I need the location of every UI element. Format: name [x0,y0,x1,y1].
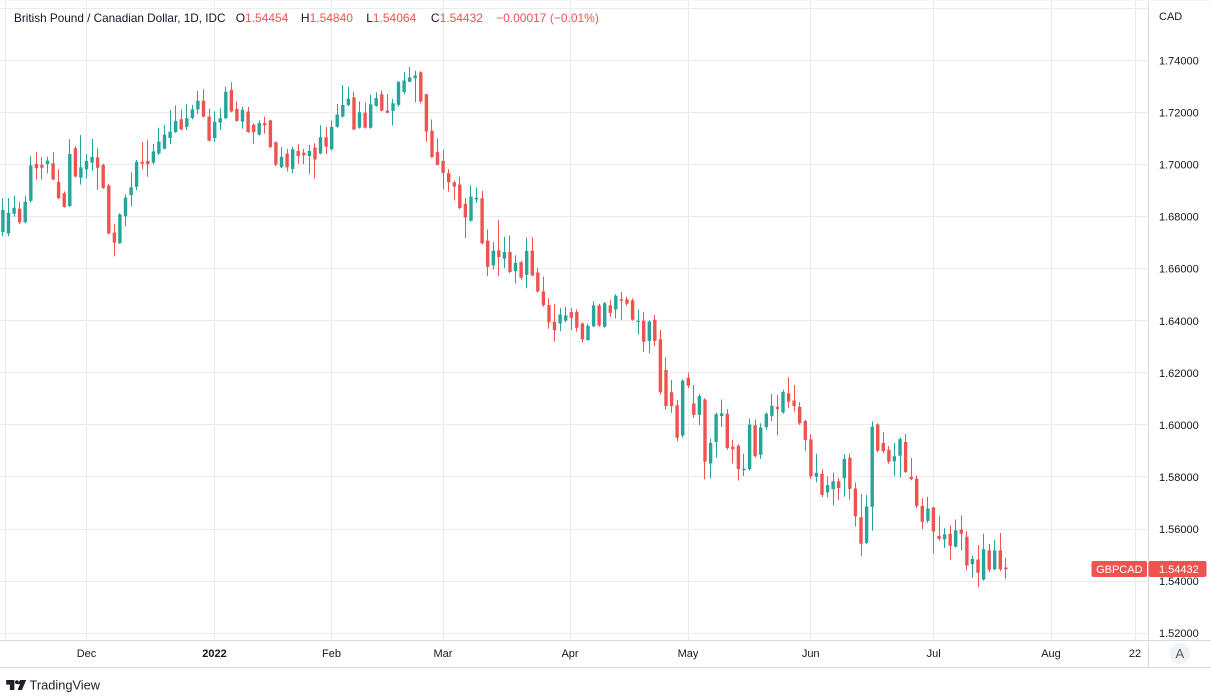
svg-text:O1.54454: O1.54454 [236,11,289,25]
svg-text:1.62000: 1.62000 [1159,368,1199,380]
svg-text:L1.54064: L1.54064 [366,11,416,25]
svg-text:2022: 2022 [202,648,226,660]
svg-text:1.66000: 1.66000 [1159,264,1199,276]
svg-text:A: A [1175,646,1184,661]
svg-text:22: 22 [1129,648,1141,660]
svg-text:CAD: CAD [1159,11,1182,23]
svg-text:Apr: Apr [561,648,578,660]
svg-text:−0.00017 (−0.01%): −0.00017 (−0.01%) [496,11,599,25]
svg-text:Jul: Jul [927,648,941,660]
svg-text:1.54000: 1.54000 [1159,576,1199,588]
svg-text:1.54432: 1.54432 [1159,564,1199,576]
svg-text:1.74000: 1.74000 [1159,56,1199,68]
svg-text:British Pound / Canadian Dolla: British Pound / Canadian Dollar, 1D, IDC [14,11,226,25]
svg-text:TradingView: TradingView [30,678,101,693]
svg-text:1.72000: 1.72000 [1159,108,1199,120]
svg-text:C1.54432: C1.54432 [431,11,483,25]
svg-text:Feb: Feb [322,648,341,660]
svg-text:1.56000: 1.56000 [1159,524,1199,536]
svg-text:1.58000: 1.58000 [1159,472,1199,484]
svg-text:1.70000: 1.70000 [1159,160,1199,172]
svg-text:Mar: Mar [434,648,453,660]
svg-text:Aug: Aug [1041,648,1061,660]
svg-text:H1.54840: H1.54840 [301,11,353,25]
svg-text:1.64000: 1.64000 [1159,316,1199,328]
svg-text:GBPCAD: GBPCAD [1096,564,1143,576]
svg-text:May: May [678,648,699,660]
svg-text:Dec: Dec [77,648,97,660]
svg-text:1.68000: 1.68000 [1159,212,1199,224]
svg-text:Jun: Jun [802,648,820,660]
svg-text:1.60000: 1.60000 [1159,420,1199,432]
svg-text:1.52000: 1.52000 [1159,628,1199,640]
